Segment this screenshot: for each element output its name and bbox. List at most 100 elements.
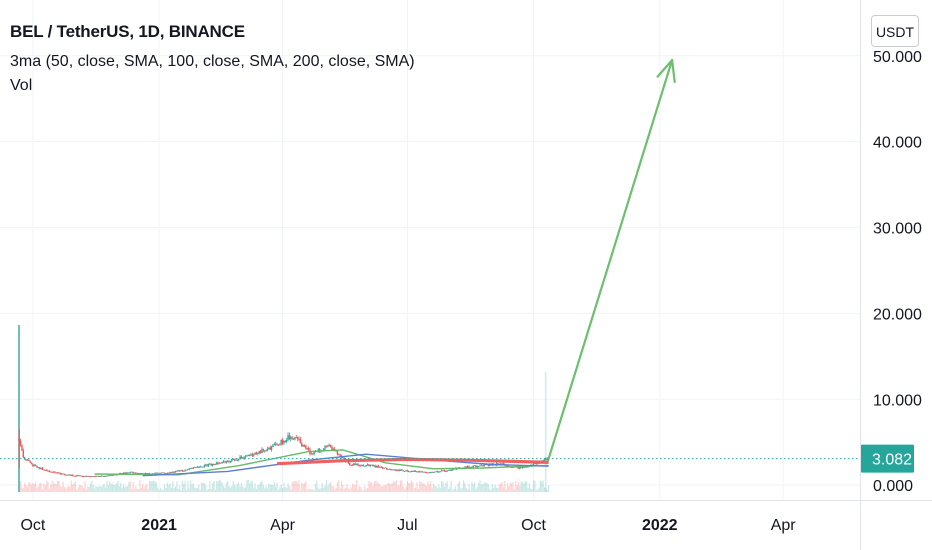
volume-bar: [65, 488, 67, 492]
candle-body: [531, 464, 533, 466]
candle-body: [92, 476, 94, 478]
volume-bar: [244, 487, 247, 492]
candle-body: [258, 451, 260, 454]
volume-bar: [526, 481, 528, 492]
candle-body: [246, 455, 248, 457]
candle-body: [285, 439, 288, 442]
volume-bar: [320, 488, 322, 492]
candle-body: [387, 469, 389, 470]
volume-bar: [262, 485, 264, 492]
ma-line: [142, 453, 549, 477]
volume-bar: [390, 483, 392, 492]
volume-bar: [414, 487, 417, 492]
volume-legend[interactable]: Vol: [10, 77, 33, 94]
y-tick-label: 20.000: [873, 306, 922, 323]
volume-bar: [250, 481, 252, 492]
volume-bar: [113, 484, 115, 492]
volume-bar: [452, 490, 454, 492]
candle-body: [386, 467, 388, 470]
indicator-legend[interactable]: 3ma (50, close, SMA, 100, close, SMA, 20…: [10, 53, 415, 70]
grid: [0, 0, 860, 500]
volume-bar: [478, 482, 480, 492]
candle-body: [146, 473, 148, 474]
candle-body: [247, 455, 249, 456]
candle-body: [34, 465, 37, 467]
candle-body: [524, 466, 527, 468]
volume-bar: [339, 488, 341, 492]
candle-body: [447, 470, 450, 472]
candle-body: [532, 463, 535, 465]
candle-body: [429, 472, 432, 473]
symbol-title[interactable]: BEL / TetherUS, 1D, BINANCE: [10, 22, 245, 41]
candle-body: [306, 448, 308, 449]
candle-body: [130, 471, 133, 473]
volume-bar: [500, 483, 502, 492]
currency-button[interactable]: USDT: [871, 15, 919, 47]
candle-body: [250, 454, 252, 456]
volume-bar: [473, 482, 476, 492]
candle-body: [229, 461, 232, 462]
candle-body: [520, 467, 522, 468]
volume-bar: [229, 487, 232, 492]
candle-body: [414, 470, 417, 472]
volume-bar: [350, 487, 352, 492]
candle-body: [449, 470, 451, 471]
volume-bar: [410, 480, 413, 492]
candle-body: [82, 476, 85, 477]
volume-bar: [180, 490, 182, 492]
candle-body: [355, 463, 358, 465]
volume-bar: [84, 480, 86, 492]
volume-bar: [458, 481, 461, 492]
volume-bar: [196, 488, 199, 492]
volume-bar: [303, 482, 306, 492]
volume-bar: [310, 489, 312, 492]
volume-bar: [482, 484, 484, 492]
candle-body: [377, 465, 380, 467]
volume-bar: [524, 480, 526, 492]
volume-bar: [205, 485, 207, 492]
volume-bar: [247, 480, 249, 492]
y-tick-label: 10.000: [873, 392, 922, 409]
volume-bar: [25, 484, 27, 492]
volume-bar: [139, 480, 141, 492]
candle-body: [450, 470, 452, 471]
candle-body: [269, 447, 271, 450]
candle-body: [177, 470, 180, 472]
candle-body: [280, 439, 282, 445]
volume-bar: [519, 485, 521, 492]
candle-body: [69, 474, 71, 476]
candle-body: [483, 464, 485, 467]
volume-bar: [102, 484, 104, 492]
candle-body: [339, 454, 341, 458]
volume-bar: [243, 488, 245, 492]
candle-body: [428, 472, 431, 474]
candle-body: [402, 470, 404, 472]
candle-body: [465, 466, 468, 468]
volume-bar: [479, 480, 481, 492]
candle-body: [295, 437, 297, 439]
projection-arrow[interactable]: [547, 59, 676, 460]
volume-bar: [509, 482, 511, 492]
volume-bar: [209, 480, 211, 492]
candle-body: [525, 466, 528, 468]
candle-body: [273, 444, 276, 446]
volume-bar: [446, 481, 448, 492]
volume-bar: [346, 484, 348, 492]
volume-bar: [73, 482, 75, 492]
volume-bar: [40, 483, 42, 492]
volume-bar: [239, 486, 241, 492]
candle-body: [329, 444, 332, 447]
volume-bar: [398, 485, 400, 492]
volume-bar: [110, 483, 112, 492]
volume-bar: [273, 482, 275, 492]
arrow-head: [656, 59, 676, 84]
volume-bar: [323, 487, 325, 492]
candle-body: [383, 467, 385, 469]
volume-bar: [142, 483, 144, 492]
volume-bar: [188, 488, 190, 492]
volume-bar: [62, 481, 64, 492]
volume-bar: [472, 484, 474, 492]
candle-body: [48, 470, 51, 472]
candle-body: [519, 467, 521, 469]
